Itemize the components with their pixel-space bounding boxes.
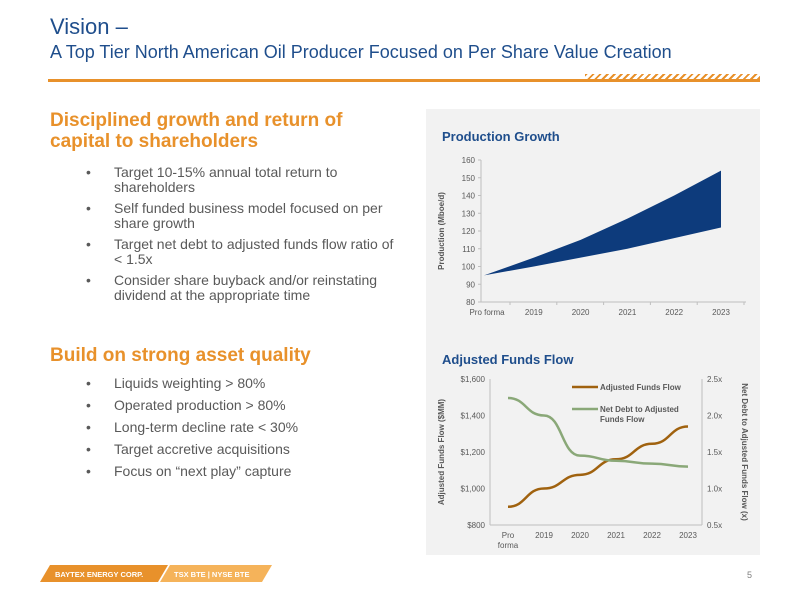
x-tick-label: 2019 (525, 308, 543, 317)
chart-panel: Production Growth 160 150 140 130 120 110 100 9… (426, 109, 760, 555)
section1-bullets: Target 10-15% annual total return to sha… (86, 165, 396, 309)
x-tick-label: 2022 (665, 308, 683, 317)
x-tick-label: 2023 (679, 531, 697, 540)
y-axis-label: Adjusted Funds Flow ($MM) (437, 399, 446, 506)
legend-label: Funds Flow (600, 415, 645, 424)
bullet-item: Consider share buyback and/or reinstatin… (86, 273, 396, 303)
x-tick-label: 2019 (535, 531, 553, 540)
production-range-area (484, 170, 721, 276)
bullet-item: Target net debt to adjusted funds flow r… (86, 237, 396, 267)
section1-heading: Disciplined growth and return of capital… (50, 110, 343, 152)
x-tick-label: Pro (502, 531, 515, 540)
net-debt-ratio-line (507, 396, 689, 468)
x-tick-label: 2021 (619, 308, 637, 317)
section2-bullets: Liquids weighting > 80% Operated product… (86, 376, 396, 486)
y2-tick-label: 2.0x (707, 412, 722, 421)
bullet-item: Self funded business model focused on pe… (86, 201, 396, 231)
x-tick-label: 2020 (571, 531, 589, 540)
page-title: Vision – (50, 14, 128, 39)
y-tick-label: $800 (467, 521, 485, 530)
ticker-band (160, 565, 272, 582)
funds-flow-line (507, 425, 689, 508)
page-number: 5 (746, 570, 752, 580)
title-hatch-decoration (585, 74, 760, 79)
y-tick-label: 80 (466, 298, 475, 307)
y2-tick-label: 1.5x (707, 448, 722, 457)
funds-chart-title: Adjusted Funds Flow (442, 352, 574, 367)
y2-tick-label: 0.5x (707, 521, 722, 530)
bullet-item: Focus on “next play” capture (86, 464, 396, 480)
y2-axis-label: Net Debt to Adjusted Funds Flow (x) (740, 383, 749, 521)
y-tick-label: 120 (462, 227, 476, 236)
bullet-item: Target accretive acquisitions (86, 442, 396, 458)
y-tick-label: 110 (462, 245, 475, 254)
bullet-item: Long-term decline rate < 30% (86, 420, 396, 436)
section2-heading: Build on strong asset quality (50, 345, 311, 366)
title-divider (48, 79, 760, 82)
y-tick-label: $1,200 (461, 448, 486, 457)
x-tick-label: Pro forma (469, 308, 505, 317)
y2-tick-label: 2.5x (707, 375, 722, 384)
legend-label: Adjusted Funds Flow (600, 383, 682, 392)
y-tick-label: $1,600 (461, 375, 486, 384)
y-axis-label: Production (Mboe/d) (437, 192, 446, 270)
y-tick-label: $1,400 (461, 412, 486, 421)
page-subtitle: A Top Tier North American Oil Producer F… (50, 42, 672, 62)
footer-brand-bar: BAYTEX ENERGY CORP. TSX BTE | NYSE BTE (40, 565, 272, 582)
legend-label: Net Debt to Adjusted (600, 405, 679, 414)
y-tick-label: 140 (462, 192, 476, 201)
y-tick-label: 100 (462, 263, 476, 272)
y-tick-label: $1,000 (461, 485, 486, 494)
adjusted-funds-flow-chart: $1,600 $1,400 $1,200 $1,000 $800 2.5x 2.0x 1.5x… (437, 375, 749, 550)
y2-tick-label: 1.0x (707, 485, 722, 494)
x-tick-label: forma (498, 541, 519, 550)
company-band (40, 565, 168, 582)
y-tick-label: 130 (462, 209, 476, 218)
y-tick-label: 90 (466, 280, 475, 289)
x-tick-label: 2023 (712, 308, 730, 317)
bullet-item: Operated production > 80% (86, 398, 396, 414)
y-tick-label: 150 (462, 174, 476, 183)
x-tick-label: 2022 (643, 531, 661, 540)
bullet-item: Target 10-15% annual total return to sha… (86, 165, 396, 195)
x-tick-label: 2021 (607, 531, 625, 540)
production-chart-title: Production Growth (442, 129, 560, 144)
company-name: BAYTEX ENERGY CORP. (55, 570, 143, 579)
y-tick-label: 160 (462, 156, 476, 165)
ticker-text: TSX BTE | NYSE BTE (174, 570, 249, 579)
x-tick-label: 2020 (572, 308, 590, 317)
bullet-item: Liquids weighting > 80% (86, 376, 396, 392)
